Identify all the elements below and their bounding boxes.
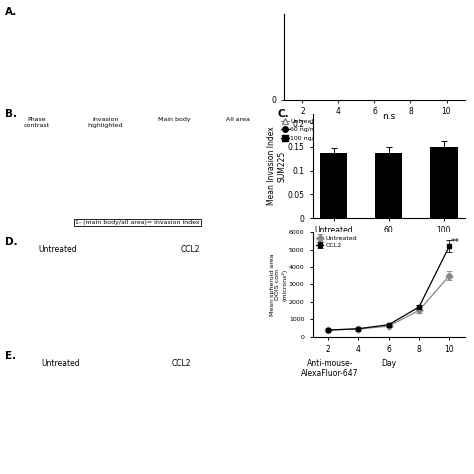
Text: D.: D. (5, 237, 18, 247)
Text: E.: E. (5, 351, 16, 361)
Text: All area: All area (227, 117, 250, 122)
Text: E-cadherin: E-cadherin (0, 392, 2, 433)
Text: Main body: Main body (158, 117, 191, 122)
Y-axis label: Mean Invasion Index
SUM225: Mean Invasion Index SUM225 (267, 127, 286, 205)
Bar (375, 153, 402, 218)
Text: B.: B. (5, 109, 17, 119)
X-axis label: Day: Day (381, 359, 396, 368)
Text: Untreated: Untreated (38, 245, 77, 254)
Text: Invasion
highlighted: Invasion highlighted (88, 117, 123, 128)
Text: CCL2: CCL2 (181, 245, 201, 254)
Y-axis label: Mean spheroid area
DOIS com
(microns²): Mean spheroid area DOIS com (microns²) (270, 253, 288, 316)
Text: Untreated: Untreated (41, 359, 80, 368)
Text: C.: C. (277, 109, 289, 119)
Bar (320, 153, 347, 218)
Bar (430, 147, 457, 218)
Text: n.s: n.s (382, 112, 395, 121)
Text: **: ** (451, 238, 460, 247)
Text: A.: A. (5, 7, 17, 17)
Text: CCL2: CCL2 (172, 359, 191, 368)
X-axis label: Day: Day (367, 122, 382, 131)
Text: Phase
contrast: Phase contrast (24, 117, 50, 128)
X-axis label: CCL2 (ng/ml): CCL2 (ng/ml) (364, 241, 414, 250)
Text: Anti-mouse-
AlexaFluor-647: Anti-mouse- AlexaFluor-647 (301, 359, 359, 378)
Text: 1- (main body/all area)= invasion index: 1- (main body/all area)= invasion index (75, 220, 200, 225)
Legend: Untreated, 60 ng/ml CCL2, 100 ng/ml CCL2: Untreated, 60 ng/ml CCL2, 100 ng/ml CCL2 (279, 116, 343, 143)
Legend: Untreated, CCL2: Untreated, CCL2 (316, 236, 357, 248)
